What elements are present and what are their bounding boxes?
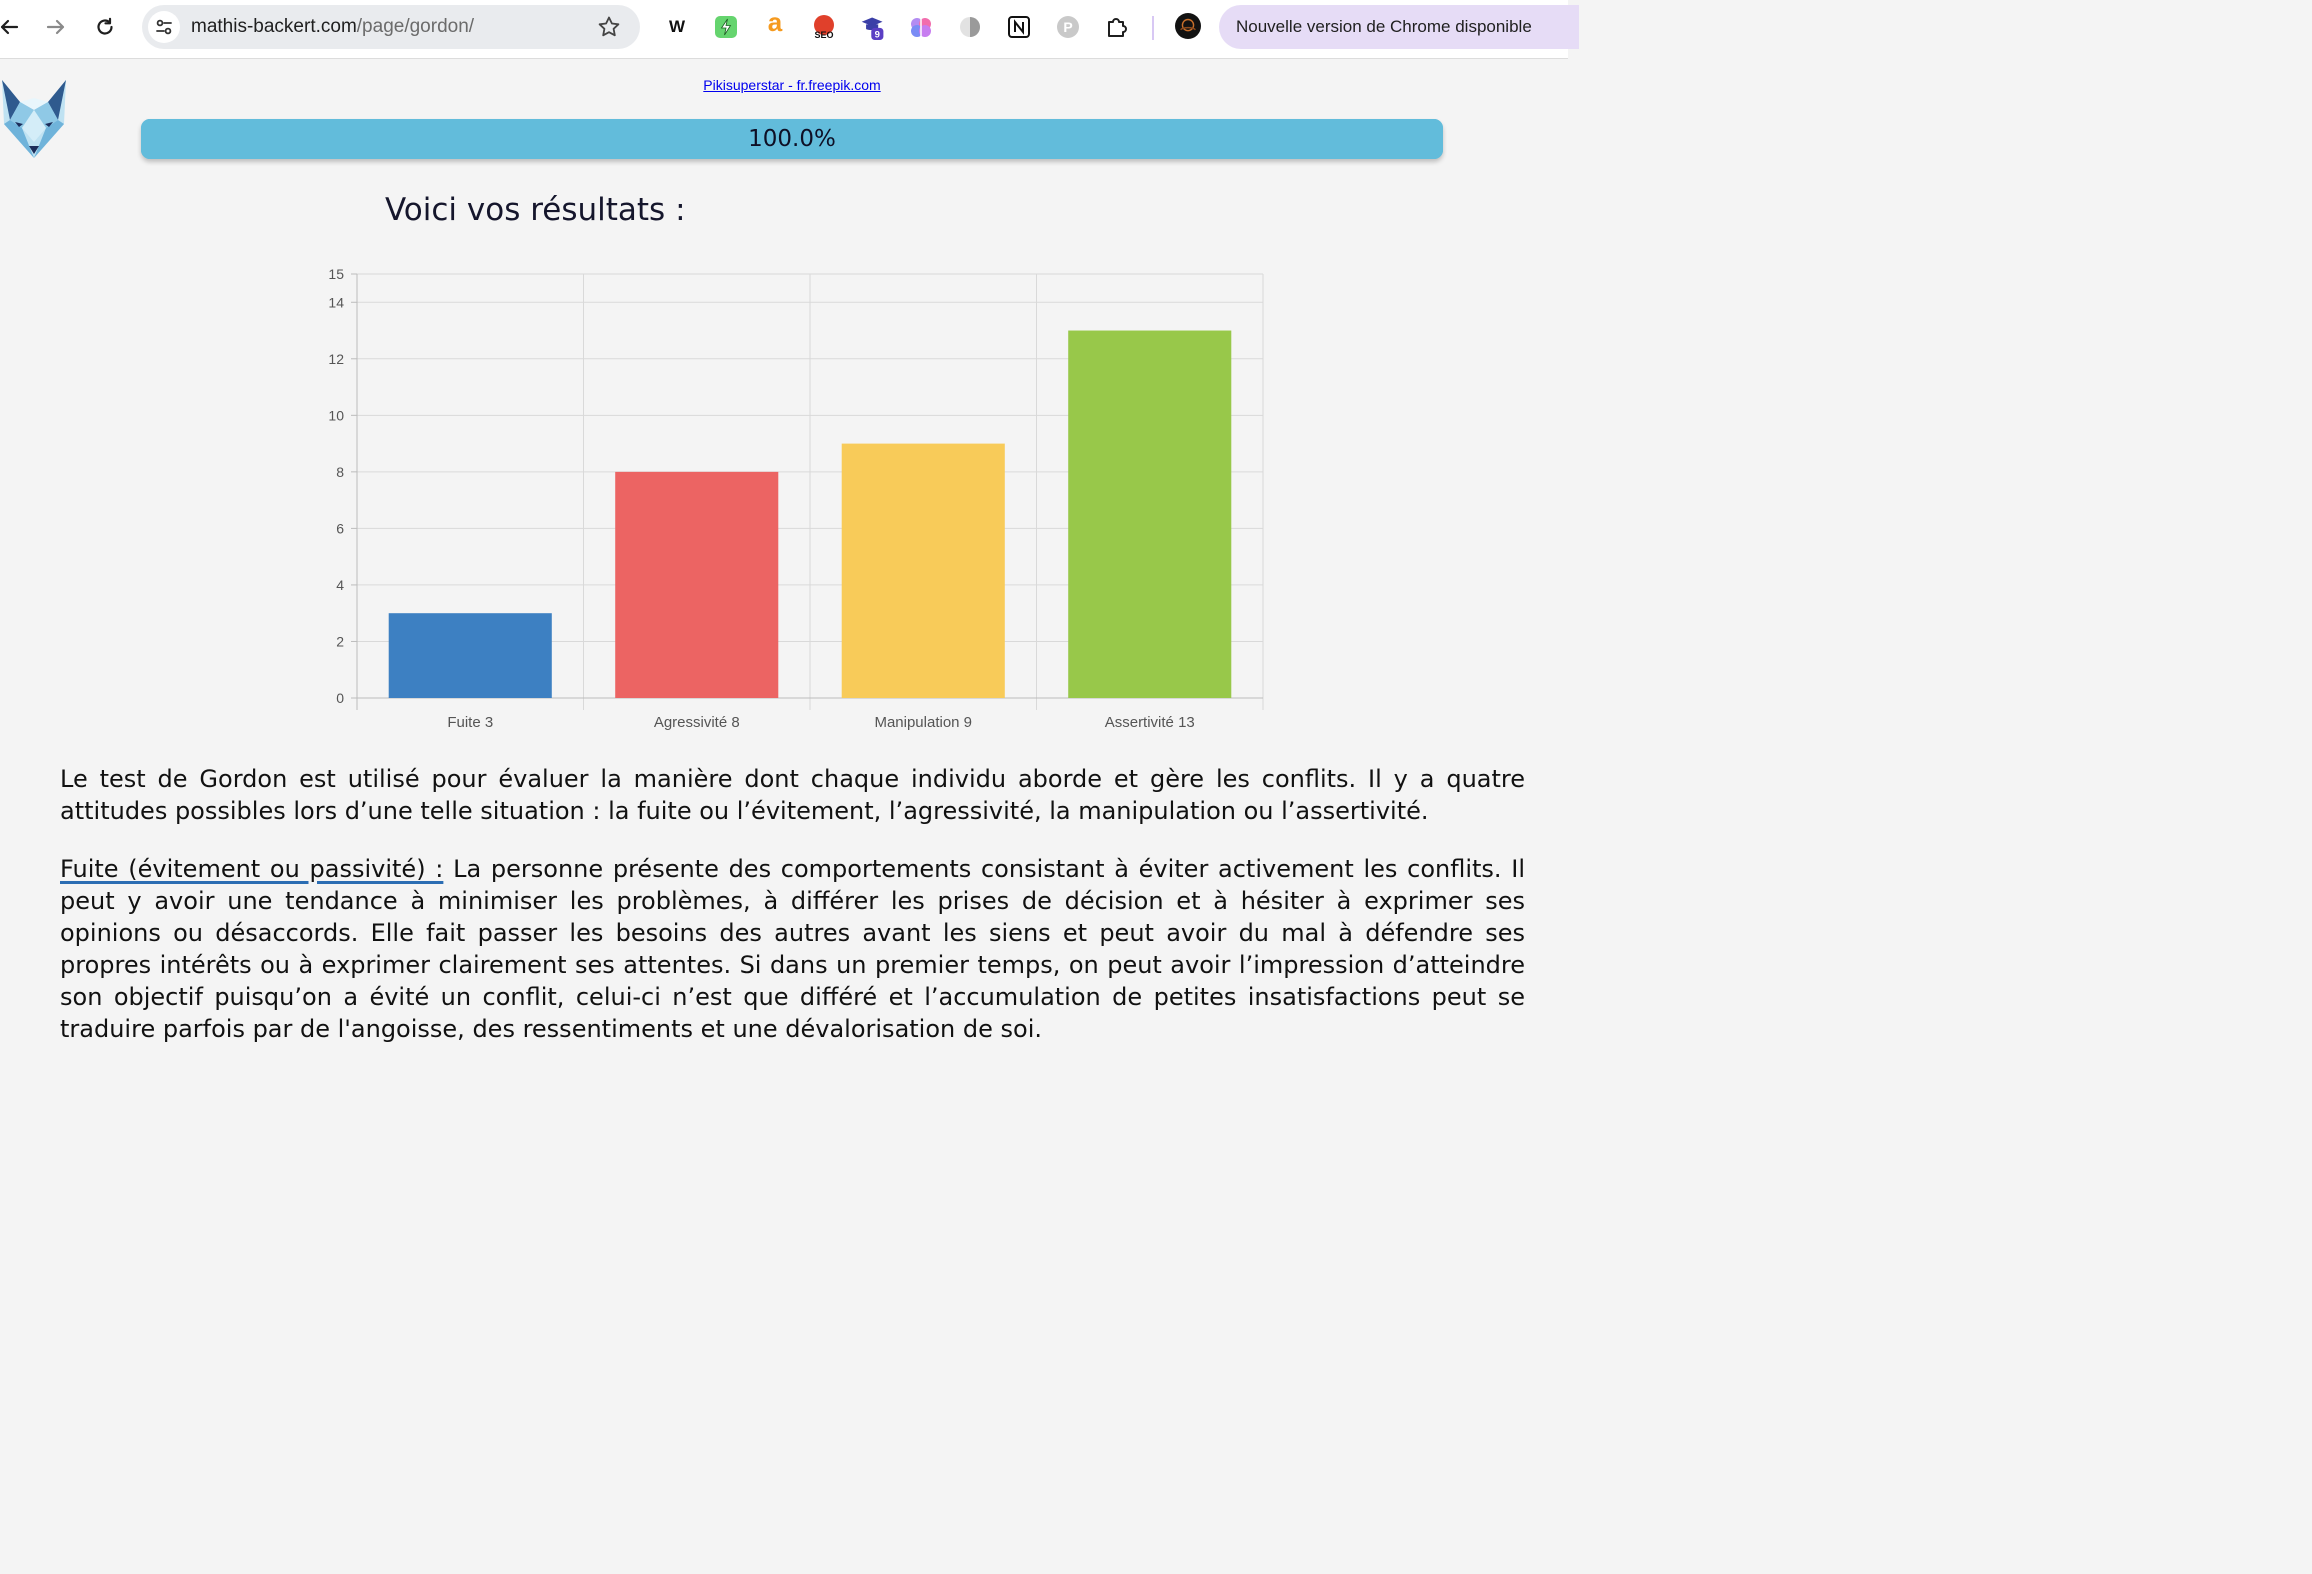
wordtune-icon[interactable]: W [668, 17, 686, 36]
seo-icon[interactable]: SEO [811, 14, 837, 40]
chrome-update-button[interactable]: Nouvelle version de Chrome disponible [1219, 5, 1579, 49]
y-tick-label: 8 [336, 464, 344, 480]
bar [388, 613, 552, 698]
y-tick-label: 4 [336, 577, 344, 593]
p-circle-icon[interactable]: P [1055, 14, 1081, 40]
progress-bar-fill [141, 119, 1443, 159]
back-arrow-icon[interactable] [0, 12, 24, 42]
graduation-badge-count: 9 [875, 29, 880, 40]
progress-label: 100.0% [748, 126, 836, 152]
bar [841, 443, 1005, 698]
forward-arrow-icon[interactable] [41, 12, 71, 42]
browser-toolbar: mathis-backert.com/page/gordon/ W a SEO … [0, 0, 1579, 59]
site-info-icon[interactable] [148, 11, 180, 43]
toolbar-divider [1152, 16, 1154, 40]
chrome-update-label: Nouvelle version de Chrome disponible [1236, 17, 1532, 36]
reload-icon[interactable] [90, 12, 120, 42]
freepik-credit-link[interactable]: Pikisuperstar - fr.freepik.com [703, 77, 881, 93]
results-title: Voici vos résultats : [385, 192, 686, 228]
results-bar-chart: 0 2 4 6 8 10 12 14 15 Fuite 3 Agressivité 8 Manipul… [328, 266, 1264, 731]
profile-avatar[interactable] [1175, 13, 1201, 39]
url-host: mathis-backert.com [191, 16, 357, 37]
puzzle-icon[interactable] [1104, 14, 1130, 40]
brain-icon[interactable] [908, 14, 934, 40]
graduation-cap-icon[interactable]: 9 [860, 14, 886, 40]
y-tick-label: 15 [328, 266, 344, 282]
bar [1068, 330, 1232, 698]
seo-label: SEO [814, 30, 833, 40]
bolt-icon[interactable] [713, 14, 739, 40]
bookmark-star-icon[interactable] [596, 14, 622, 40]
y-tick-label: 0 [336, 690, 344, 706]
notion-icon[interactable] [1006, 14, 1032, 40]
x-tick-label: Assertivité 13 [1105, 714, 1195, 731]
bar [615, 471, 779, 698]
x-tick-label: Agressivité 8 [654, 714, 740, 731]
x-tick-label: Fuite 3 [447, 714, 493, 731]
fuite-description: La personne présente des comportements c… [60, 855, 1526, 1043]
fuite-heading: Fuite (évitement ou passivité) : [60, 855, 444, 883]
fox-logo[interactable] [0, 80, 68, 158]
url-text[interactable]: mathis-backert.com/page/gordon/ [191, 16, 474, 38]
y-tick-label: 2 [336, 633, 344, 649]
y-tick-label: 6 [336, 520, 344, 536]
y-tick-label: 14 [328, 294, 344, 310]
fuite-paragraph: Fuite (évitement ou passivité) : La pers… [60, 853, 1525, 1045]
svg-text:P: P [1063, 19, 1072, 35]
address-bar[interactable]: mathis-backert.com/page/gordon/ [142, 5, 640, 49]
half-circle-icon[interactable] [957, 14, 983, 40]
url-path: /page/gordon/ [356, 16, 475, 37]
y-tick-label: 10 [328, 407, 344, 423]
image-credit: Pikisuperstar - fr.freepik.com [0, 77, 1584, 93]
intro-paragraph: Le test de Gordon est utilisé pour évalu… [60, 765, 1525, 825]
a-letter-icon[interactable]: a [767, 6, 783, 37]
progress-bar: 100.0% [141, 119, 1443, 159]
x-tick-label: Manipulation 9 [874, 714, 972, 731]
y-tick-label: 12 [328, 351, 344, 367]
